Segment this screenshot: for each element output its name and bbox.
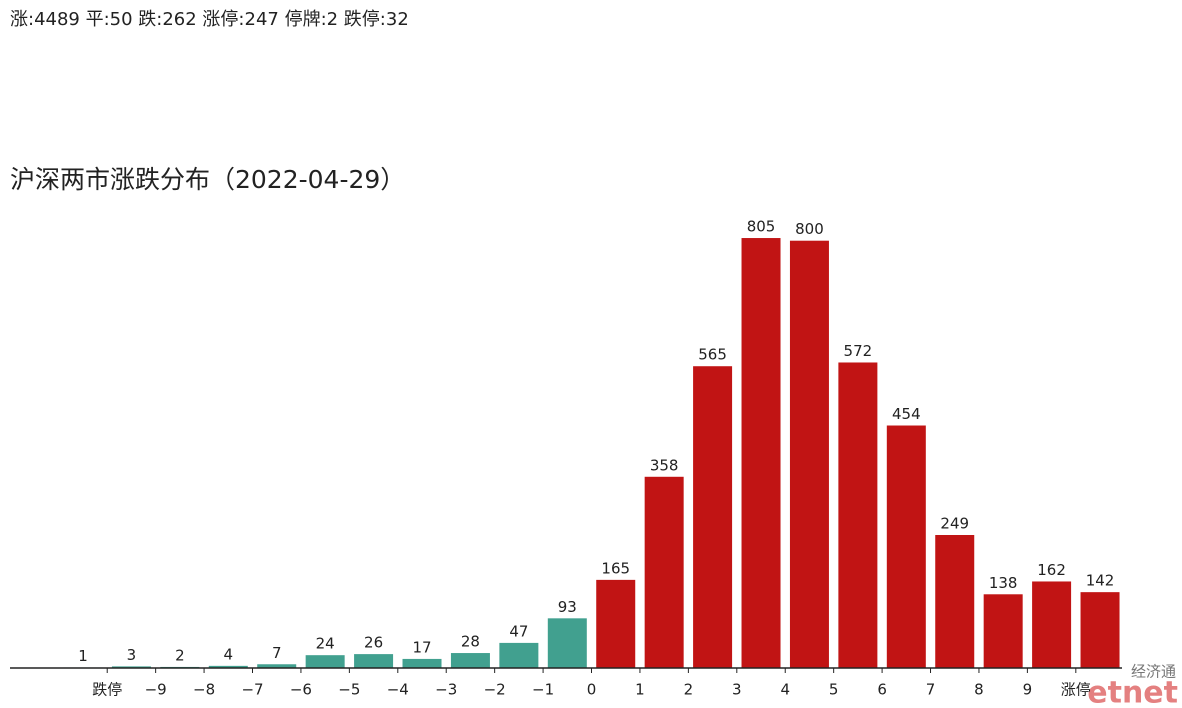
x-tick-label: 7: [926, 681, 936, 699]
bar: [402, 658, 442, 668]
value-label: 572: [844, 342, 873, 360]
bar: [354, 654, 394, 668]
watermark-top: 经济通: [1131, 663, 1176, 681]
value-label: 2: [175, 646, 185, 664]
x-tick-label: −2: [484, 681, 506, 699]
value-label: 565: [698, 346, 727, 364]
x-tick-label: −6: [290, 681, 312, 699]
x-tick-label: 0: [587, 681, 597, 699]
x-tick-label: −3: [435, 681, 457, 699]
value-label: 454: [892, 405, 921, 423]
value-label: 17: [412, 638, 431, 656]
value-label: 162: [1037, 561, 1066, 579]
watermark-main: etnet: [1087, 676, 1178, 708]
x-tick-label: 9: [1023, 681, 1033, 699]
bar: [208, 665, 248, 668]
bar: [886, 425, 926, 668]
value-label: 3: [127, 646, 137, 664]
bar: [305, 655, 345, 668]
x-tick-label: 8: [974, 681, 984, 699]
value-label: 165: [601, 559, 630, 577]
x-tick-label: −5: [338, 681, 360, 699]
bar: [838, 362, 878, 668]
x-tick-label: −8: [193, 681, 215, 699]
value-label: 28: [461, 633, 480, 651]
value-label: 800: [795, 220, 824, 238]
bar: [111, 666, 151, 668]
bar: [499, 642, 539, 668]
value-label: 1: [78, 647, 88, 665]
bar: [1080, 592, 1120, 668]
bar: [983, 594, 1023, 668]
x-tick-label: −9: [145, 681, 167, 699]
value-label: 358: [650, 456, 679, 474]
x-tick-label: −4: [387, 681, 409, 699]
value-label: 93: [558, 598, 577, 616]
bar: [693, 366, 733, 668]
x-tick-label: 跌停: [92, 681, 122, 699]
x-tick-label: 4: [780, 681, 790, 699]
x-tick-label: −7: [241, 681, 263, 699]
value-label: 249: [940, 515, 969, 533]
value-label: 805: [747, 218, 776, 236]
value-label: 142: [1086, 572, 1115, 590]
bar: [257, 664, 297, 668]
x-tick-label: 2: [684, 681, 694, 699]
bar: [644, 476, 684, 668]
x-tick-label: 5: [829, 681, 839, 699]
bar: [596, 579, 636, 668]
bar: [450, 653, 490, 668]
x-tick-label: 1: [635, 681, 645, 699]
bar: [1032, 581, 1072, 668]
value-label: 7: [272, 644, 282, 662]
value-label: 4: [224, 645, 234, 663]
value-label: 26: [364, 634, 383, 652]
bar: [741, 238, 781, 669]
bar: [935, 535, 975, 668]
summary-header: 涨:4489 平:50 跌:262 涨停:247 停牌:2 跌停:32: [10, 9, 409, 30]
value-label: 47: [509, 622, 528, 640]
x-tick-label: 6: [877, 681, 887, 699]
x-tick-label: 3: [732, 681, 742, 699]
chart-title: 沪深两市涨跌分布（2022-04-29）: [10, 165, 405, 194]
value-label: 24: [316, 635, 335, 653]
bar: [547, 618, 587, 668]
bar: [789, 240, 829, 669]
x-tick-label: −1: [532, 681, 554, 699]
x-tick-label: 涨停: [1061, 681, 1091, 699]
value-label: 138: [989, 574, 1018, 592]
